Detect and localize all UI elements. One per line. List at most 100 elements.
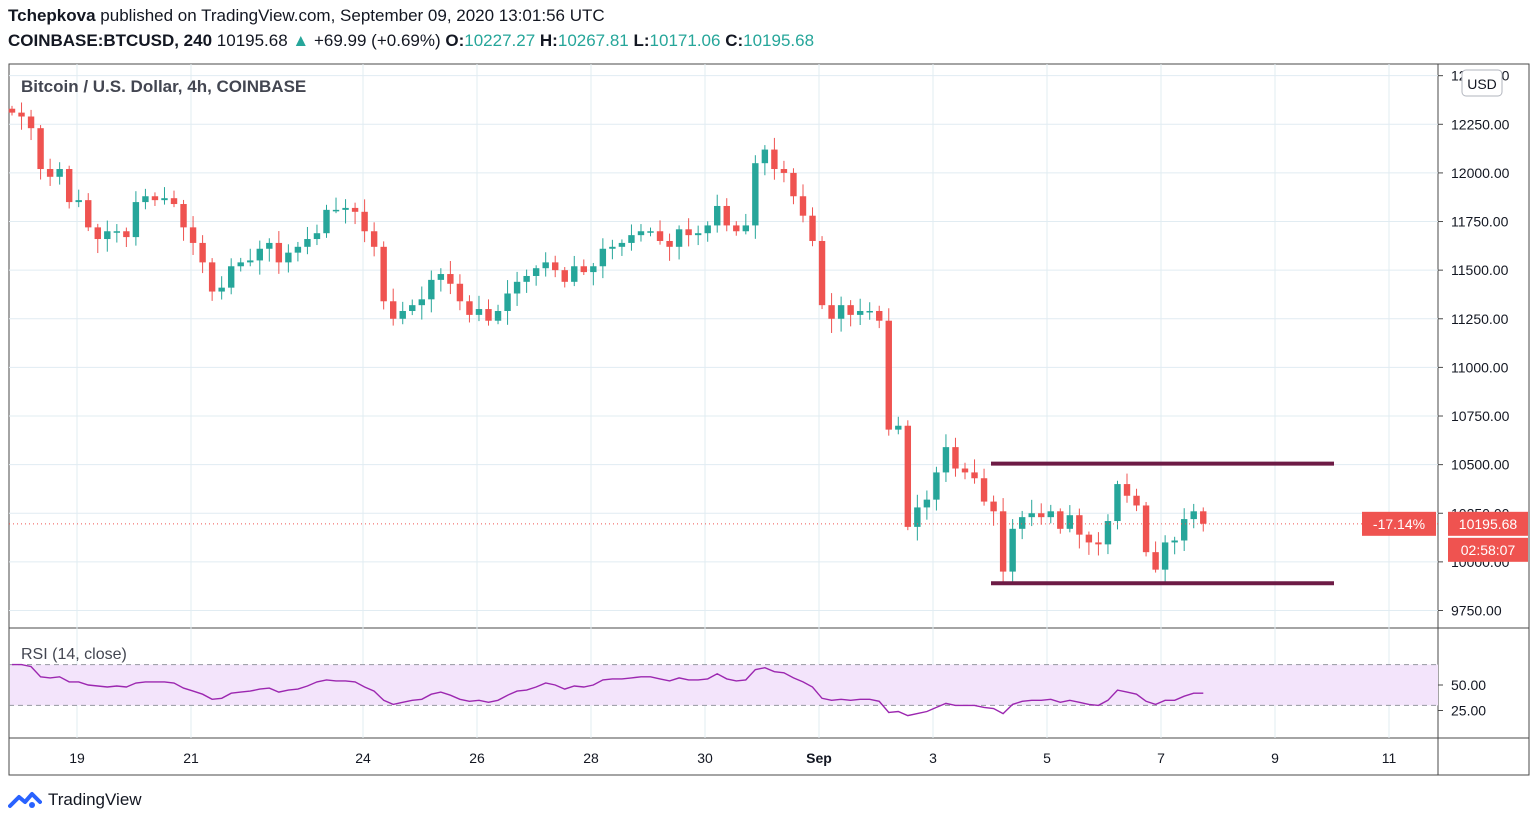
candle-body bbox=[876, 310, 883, 321]
candle bbox=[170, 190, 178, 208]
x-tick-label: 7 bbox=[1157, 750, 1165, 766]
candle bbox=[790, 168, 797, 205]
candle-body bbox=[628, 235, 635, 243]
candle bbox=[466, 295, 473, 323]
candle-body bbox=[247, 260, 254, 263]
candle-body bbox=[1018, 517, 1026, 529]
candle bbox=[742, 213, 750, 235]
candle bbox=[123, 227, 130, 248]
candle bbox=[628, 224, 635, 251]
candle bbox=[847, 300, 854, 327]
candle-body bbox=[142, 196, 149, 203]
candle bbox=[247, 248, 254, 267]
candle-body bbox=[866, 310, 873, 313]
last-price: 10195.68 bbox=[216, 31, 288, 50]
candle bbox=[1057, 508, 1064, 534]
x-tick-label: Sep bbox=[806, 750, 832, 766]
candle-body bbox=[37, 128, 44, 170]
candle-body bbox=[799, 196, 807, 216]
candle-body bbox=[447, 274, 454, 284]
candle bbox=[275, 231, 283, 274]
candle-body bbox=[8, 108, 16, 113]
candle-body bbox=[351, 207, 359, 212]
y-tick-label: 11500.00 bbox=[1451, 262, 1509, 278]
candle bbox=[1066, 505, 1074, 533]
candle-body bbox=[285, 252, 292, 263]
candle-body bbox=[18, 112, 25, 117]
candle-body bbox=[694, 233, 702, 236]
candle-body bbox=[85, 200, 92, 228]
candle bbox=[142, 188, 149, 210]
candle bbox=[208, 258, 216, 301]
candle-body bbox=[952, 447, 959, 469]
candle-body bbox=[1038, 513, 1045, 518]
candle bbox=[714, 194, 721, 233]
candle-body bbox=[266, 242, 273, 249]
candle bbox=[980, 468, 988, 506]
candle bbox=[1190, 503, 1197, 529]
candle bbox=[294, 241, 302, 262]
candle bbox=[704, 221, 711, 242]
candle-body bbox=[1009, 528, 1016, 572]
candle-body bbox=[923, 499, 931, 508]
candle bbox=[1171, 536, 1178, 555]
candle-body bbox=[837, 305, 845, 319]
y-tick-label: 10500.00 bbox=[1451, 457, 1510, 473]
candle bbox=[856, 298, 864, 325]
candle bbox=[647, 227, 654, 237]
candle-body bbox=[485, 309, 492, 321]
candle-body bbox=[1190, 511, 1197, 520]
rsi-tick-label: 25.00 bbox=[1451, 703, 1486, 719]
tradingview-logo-icon bbox=[8, 792, 42, 808]
candle-body bbox=[113, 231, 121, 233]
candle bbox=[866, 302, 873, 320]
candle bbox=[351, 202, 359, 225]
candle bbox=[237, 257, 244, 272]
candle bbox=[1200, 507, 1207, 532]
candle-body bbox=[561, 270, 568, 282]
candle bbox=[513, 271, 521, 306]
x-tick-label: 28 bbox=[583, 750, 599, 766]
candle-body bbox=[123, 231, 130, 238]
tradingview-logo[interactable]: TradingView bbox=[8, 790, 142, 810]
candle bbox=[1123, 473, 1131, 503]
candle-body bbox=[1076, 515, 1083, 535]
author-name[interactable]: Tchepkova bbox=[8, 6, 96, 25]
change-up-icon: ▲ bbox=[292, 31, 310, 50]
candle bbox=[561, 267, 568, 288]
candle-body bbox=[151, 196, 159, 201]
candle bbox=[447, 261, 454, 295]
candle bbox=[1180, 508, 1188, 551]
candle bbox=[904, 420, 912, 531]
candle bbox=[837, 296, 845, 332]
candle-body bbox=[971, 472, 978, 479]
candle-body bbox=[980, 478, 988, 502]
candle-body bbox=[27, 116, 35, 129]
candle bbox=[1076, 508, 1083, 549]
candle-body bbox=[1066, 515, 1074, 529]
candle-body bbox=[609, 246, 616, 249]
candle bbox=[342, 199, 349, 224]
candle bbox=[895, 416, 902, 435]
candle bbox=[552, 255, 559, 278]
y-tick-label: 11750.00 bbox=[1451, 214, 1509, 230]
candle bbox=[437, 268, 445, 292]
candle-body bbox=[771, 149, 778, 170]
candle bbox=[132, 191, 140, 246]
candle-body bbox=[542, 262, 549, 269]
candle bbox=[780, 160, 788, 183]
candle bbox=[532, 265, 540, 286]
candle bbox=[694, 225, 702, 246]
candle-body bbox=[428, 279, 435, 300]
y-tick-label: 11000.00 bbox=[1451, 359, 1509, 375]
candle-body bbox=[1152, 552, 1159, 570]
candle bbox=[1142, 501, 1150, 557]
candle bbox=[1047, 504, 1054, 524]
high-value: 10267.81 bbox=[557, 31, 629, 50]
candle bbox=[390, 288, 397, 326]
candle-body bbox=[675, 229, 683, 247]
last-price-label: 10195.68 bbox=[1459, 516, 1518, 532]
candle bbox=[942, 434, 950, 482]
candle bbox=[1028, 499, 1035, 527]
